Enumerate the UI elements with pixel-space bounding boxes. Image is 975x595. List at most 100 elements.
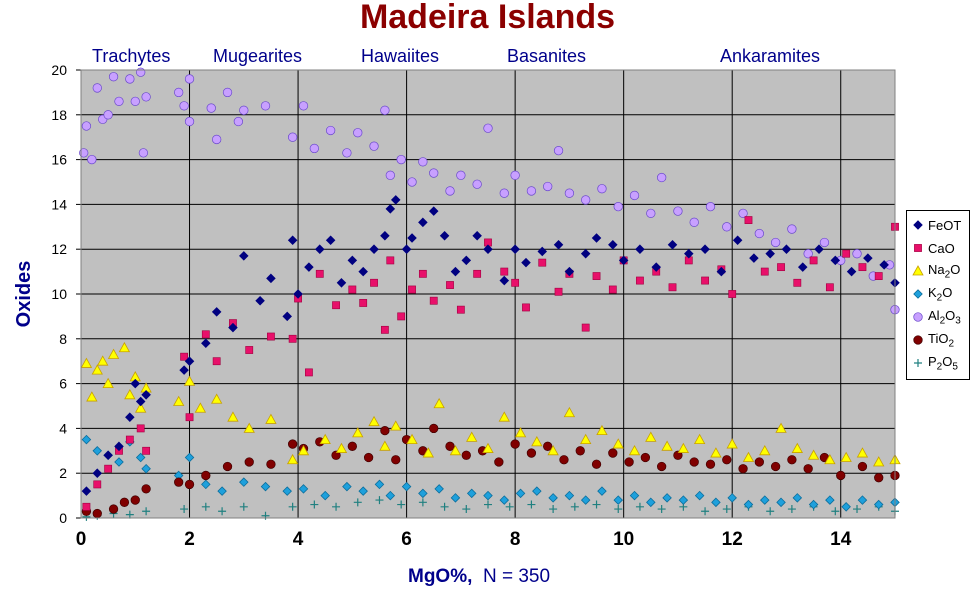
data-point-k2o: [597, 486, 607, 496]
data-point-tio2: [244, 457, 254, 467]
legend-marker-icon: [913, 220, 923, 230]
data-point-feot: [608, 239, 618, 250]
data-point-feot: [407, 233, 417, 243]
data-point-feot: [385, 204, 396, 214]
data-point-al2o3: [429, 168, 439, 178]
data-point-tio2: [510, 439, 520, 449]
plot-border: [80, 69, 896, 519]
data-point-cao: [874, 272, 883, 280]
data-point-feot: [287, 235, 298, 246]
data-point-al2o3: [369, 141, 379, 151]
data-point-k2o: [483, 490, 493, 501]
data-point-feot: [325, 235, 336, 246]
data-point-na2o: [286, 453, 299, 465]
data-point-tio2: [787, 455, 797, 465]
data-point-feot: [879, 260, 889, 270]
data-point-tio2: [857, 461, 868, 472]
data-point-na2o: [498, 411, 510, 422]
data-point-al2o3: [803, 249, 813, 259]
data-point-tio2: [608, 448, 618, 458]
data-point-tio2: [429, 423, 439, 434]
data-point-al2o3: [613, 201, 623, 212]
data-point-feot: [130, 378, 141, 389]
data-point-al2o3: [353, 128, 363, 138]
data-point-al2o3: [79, 148, 89, 158]
data-point-k2o: [499, 495, 510, 505]
data-point-k2o: [141, 463, 151, 474]
data-point-feot: [347, 255, 358, 266]
data-point-al2o3: [125, 74, 135, 84]
data-point-p2o5: [375, 496, 384, 505]
data-point-feot: [125, 412, 135, 422]
data-point-al2o3: [472, 179, 482, 189]
data-point-cao: [500, 267, 509, 276]
data-point-tio2: [331, 450, 341, 460]
data-point-k2o: [580, 495, 591, 505]
series-al2o3-points: [79, 67, 900, 315]
data-point-cao: [456, 305, 465, 314]
series-k2o-points: [81, 434, 900, 512]
y-tick-label: 20: [51, 62, 67, 78]
rock-type-label: Hawaiites: [361, 46, 440, 66]
data-point-tio2: [141, 484, 151, 494]
data-point-na2o: [677, 442, 690, 453]
data-point-al2o3: [179, 101, 189, 111]
data-point-cao: [397, 312, 406, 321]
data-point-feot: [255, 295, 265, 306]
y-tick-label: 18: [51, 107, 67, 123]
data-point-cao: [212, 357, 221, 366]
data-point-feot: [765, 248, 775, 259]
data-point-al2o3: [705, 201, 716, 212]
data-point-tio2: [559, 455, 569, 465]
data-point-k2o: [873, 499, 884, 510]
data-point-feot: [591, 233, 602, 243]
data-point-cao: [522, 303, 530, 312]
data-point-feot: [749, 253, 759, 263]
data-point-p2o5: [505, 502, 514, 511]
data-point-feot: [211, 307, 222, 317]
data-point-feot: [418, 217, 428, 228]
data-point-feot: [293, 289, 303, 299]
data-point-cao: [332, 301, 340, 310]
legend-marker-icon: [912, 265, 924, 276]
y-tick-label: 12: [51, 241, 67, 257]
data-point-al2o3: [499, 188, 509, 198]
y-tick-label: 6: [59, 376, 67, 392]
data-point-cao: [429, 296, 438, 305]
data-point-k2o: [711, 497, 721, 508]
data-point-na2o: [265, 413, 277, 424]
legend-item-al2o3: Al2O3: [911, 307, 961, 327]
data-point-al2o3: [456, 170, 466, 180]
y-tick-label: 2: [59, 465, 67, 481]
data-point-p2o5: [218, 507, 227, 516]
data-point-cao: [93, 480, 102, 489]
data-point-al2o3: [239, 105, 249, 115]
data-point-tio2: [184, 479, 195, 490]
data-point-tio2: [461, 450, 471, 460]
data-point-feot: [553, 239, 564, 250]
data-point-na2o: [107, 348, 120, 359]
data-point-tio2: [543, 441, 553, 451]
sample-count: N = 350: [482, 566, 551, 587]
data-point-tio2: [705, 459, 716, 469]
rock-type-label: Trachytes: [92, 46, 171, 66]
data-point-cao: [348, 285, 357, 294]
data-point-k2o: [678, 495, 689, 505]
data-point-al2o3: [342, 148, 352, 158]
data-point-na2o: [297, 444, 310, 456]
data-point-al2o3: [380, 105, 390, 115]
data-point-al2o3: [819, 237, 830, 248]
data-point-al2o3: [852, 249, 862, 259]
data-point-na2o: [390, 420, 402, 431]
data-point-k2o: [298, 484, 309, 494]
data-point-p2o5: [239, 502, 248, 511]
data-point-k2o: [613, 495, 624, 505]
data-point-cao: [125, 435, 134, 444]
data-point-k2o: [662, 493, 672, 503]
data-point-cao: [142, 446, 151, 455]
data-point-cao: [288, 334, 297, 343]
data-point-cao: [446, 281, 454, 289]
data-point-k2o: [217, 486, 227, 496]
data-point-al2o3: [138, 148, 149, 158]
legend-label: FeOT: [928, 217, 962, 233]
